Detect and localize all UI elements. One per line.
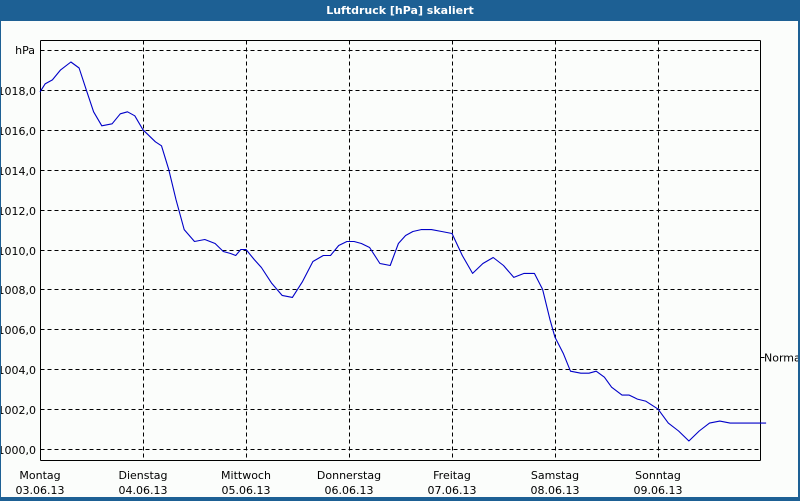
- x-tick-date-label: 04.06.13: [119, 484, 168, 497]
- y-tick-label: 1012,0: [1, 205, 36, 218]
- y-tick-label: 1016,0: [1, 125, 36, 138]
- pressure-line-chart: hPa 1018,0 1016,0 1014,0 1012,0 1010,0 1008,0 1…: [0, 40, 800, 497]
- x-tick-day-label: Mittwoch: [221, 469, 271, 482]
- y-tick-label: 1008,0: [1, 284, 36, 297]
- x-tick-day-label: Samstag: [531, 469, 579, 482]
- x-tick-date-label: 06.06.13: [325, 484, 374, 497]
- x-tick-date-label: 08.06.13: [531, 484, 580, 497]
- y-tick-label: 1002,0: [1, 404, 36, 417]
- y-tick-label: 1014,0: [1, 165, 36, 178]
- x-tick-date-label: 03.06.13: [16, 484, 65, 497]
- x-tick-date-label: 09.06.13: [634, 484, 683, 497]
- window-title: Luftdruck [hPa] skaliert: [0, 0, 800, 21]
- x-tick-date-label: 07.06.13: [428, 484, 477, 497]
- y-tick-label: 1004,0: [1, 364, 36, 377]
- x-tick-day-label: Freitag: [433, 469, 471, 482]
- y-tick-label: 1010,0: [1, 245, 36, 258]
- y-tick-label: 1006,0: [1, 324, 36, 337]
- y-tick-label: 1000,0: [1, 444, 36, 457]
- x-tick-day-label: Montag: [19, 469, 60, 482]
- pressure-series-line: [39, 61, 767, 442]
- x-tick-day-label: Donnerstag: [317, 469, 381, 482]
- x-tick-day-label: Sonntag: [635, 469, 681, 482]
- chart-canvas: hPa 1018,0 1016,0 1014,0 1012,0 1010,0 1008,0 1…: [0, 21, 800, 497]
- y-unit-label: hPa: [15, 44, 35, 57]
- y-tick-label: 1018,0: [1, 85, 36, 98]
- x-tick-day-label: Dienstag: [118, 469, 167, 482]
- normal-marker-label: Normal: [764, 352, 798, 365]
- x-tick-date-label: 05.06.13: [222, 484, 271, 497]
